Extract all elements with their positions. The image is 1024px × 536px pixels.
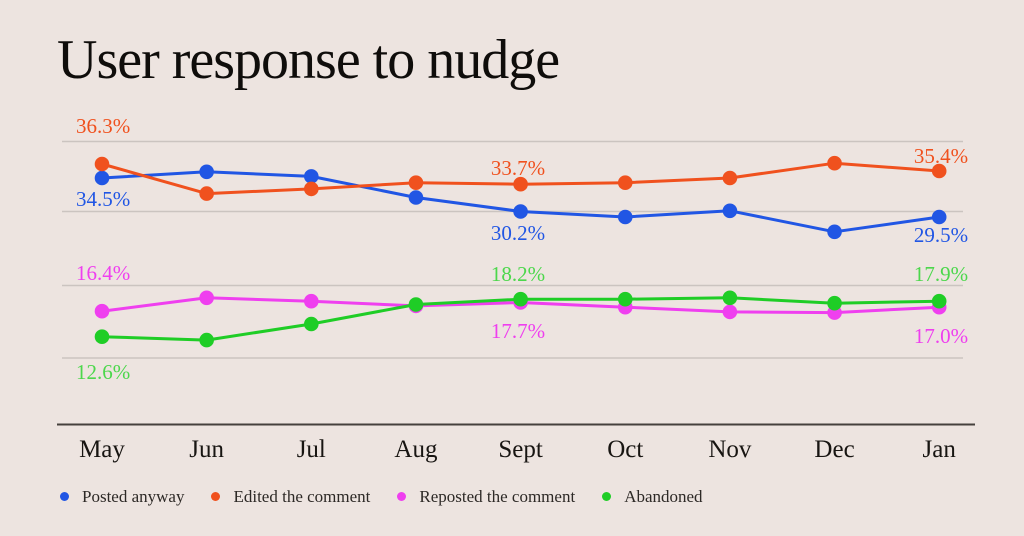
data-point-reposted-the-comment-may: [94, 303, 110, 319]
value-label: 36.3%: [76, 114, 130, 138]
value-label: 17.7%: [491, 319, 545, 343]
value-label: 35.4%: [914, 144, 968, 168]
data-point-edited-the-comment-jan: [931, 163, 947, 179]
x-axis-label-jul: Jul: [297, 436, 326, 463]
x-axis-label-dec: Dec: [814, 436, 854, 463]
data-point-reposted-the-comment-jun: [199, 290, 214, 306]
x-axis-label-may: May: [79, 436, 125, 463]
value-label: 16.4%: [76, 261, 130, 285]
value-label: 18.2%: [491, 262, 545, 286]
legend: Posted anyway Edited the comment Reposted …: [60, 488, 703, 505]
data-point-abandoned-jul: [304, 316, 319, 332]
legend-item-posted-anyway: Posted anyway: [60, 488, 184, 505]
x-axis-label-jun: Jun: [189, 436, 224, 463]
legend-label: Reposted the comment: [419, 487, 576, 506]
data-point-abandoned-oct: [617, 291, 633, 307]
legend-item-edited-the-comment: Edited the comment: [211, 488, 370, 505]
x-axis-label-aug: Aug: [394, 436, 438, 463]
value-label: 29.5%: [914, 223, 968, 247]
value-label: 33.7%: [491, 156, 545, 180]
legend-item-abandoned: Abandoned: [602, 487, 703, 506]
legend-swatch-blue-icon: [60, 492, 69, 501]
data-point-posted-anyway-jan: [931, 209, 947, 225]
data-point-abandoned-aug: [408, 297, 424, 312]
legend-swatch-orange-icon: [211, 492, 221, 501]
legend-label: Abandoned: [624, 487, 703, 506]
data-point-abandoned-nov: [722, 290, 738, 306]
legend-label: Edited the comment: [233, 487, 371, 506]
value-label: 17.9%: [914, 262, 968, 286]
data-point-reposted-the-comment-nov: [722, 304, 738, 320]
data-point-abandoned-may: [94, 329, 110, 345]
data-point-abandoned-sept: [513, 291, 528, 307]
legend-label: Posted anyway: [82, 487, 185, 506]
data-point-posted-anyway-jun: [199, 164, 214, 180]
value-label: 12.6%: [76, 360, 130, 384]
data-point-posted-anyway-oct: [617, 209, 633, 225]
data-point-abandoned-jan: [931, 293, 947, 309]
x-axis-label-sept: Sept: [498, 436, 543, 463]
legend-item-reposted-the-comment: Reposted the comment: [397, 488, 575, 505]
data-point-abandoned-jun: [199, 332, 214, 348]
data-point-posted-anyway-aug: [408, 190, 424, 205]
data-point-posted-anyway-nov: [722, 203, 738, 219]
data-point-reposted-the-comment-jul: [304, 293, 319, 309]
data-point-edited-the-comment-sept: [513, 176, 528, 192]
legend-swatch-green-icon: [602, 492, 612, 501]
x-axis-label-jan: Jan: [923, 436, 957, 463]
data-point-edited-the-comment-jul: [304, 181, 319, 197]
data-point-posted-anyway-sept: [513, 204, 528, 219]
x-axis-label-nov: Nov: [708, 436, 752, 463]
data-point-edited-the-comment-jun: [199, 186, 214, 201]
data-point-edited-the-comment-nov: [722, 170, 738, 186]
x-axis-label-oct: Oct: [607, 436, 643, 463]
value-label: 30.2%: [491, 221, 545, 245]
chart-title: User response to nudge: [57, 29, 560, 91]
data-point-abandoned-dec: [827, 295, 842, 311]
data-point-edited-the-comment-may: [94, 156, 110, 172]
data-point-posted-anyway-jul: [304, 169, 319, 184]
data-point-posted-anyway-dec: [827, 224, 842, 240]
value-label: 17.0%: [914, 324, 968, 348]
data-point-posted-anyway-may: [94, 170, 110, 186]
data-point-edited-the-comment-dec: [827, 155, 842, 171]
value-label: 34.5%: [76, 187, 130, 211]
legend-swatch-magenta-icon: [397, 492, 407, 501]
data-point-edited-the-comment-aug: [408, 175, 424, 190]
data-point-edited-the-comment-oct: [617, 175, 633, 190]
